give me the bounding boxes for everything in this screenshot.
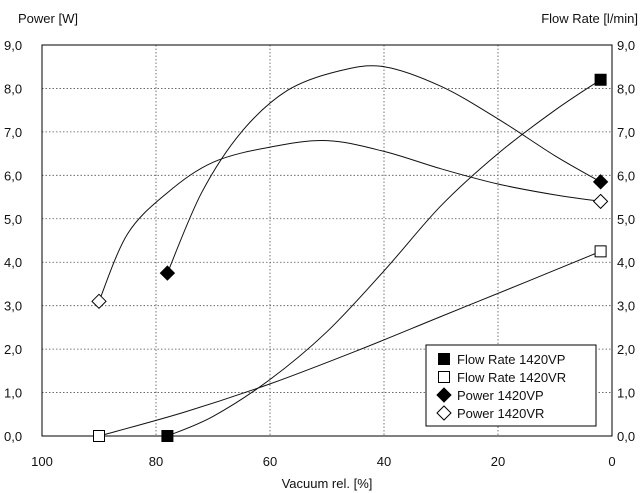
y-tick-label-right: 8,0 bbox=[617, 81, 635, 96]
legend-marker bbox=[436, 405, 452, 421]
y-tick-label-right: 9,0 bbox=[617, 38, 635, 53]
data-point bbox=[594, 73, 607, 86]
series-line bbox=[98, 140, 601, 302]
data-point bbox=[93, 430, 105, 442]
legend-box bbox=[425, 344, 597, 427]
y-axis-left-label: Power [W] bbox=[18, 11, 78, 26]
legend-marker bbox=[438, 353, 450, 365]
y-tick-label-left: 4,0 bbox=[4, 255, 22, 270]
y-tick-label-left: 8,0 bbox=[4, 81, 22, 96]
x-tick-label: 20 bbox=[491, 454, 505, 469]
tick-labels: 0,0 0,0 1,0 1,0 2,0 2,0 3,0 3,0 4,0 4,0 5,0 5,0 6,0 6… bbox=[4, 38, 635, 469]
legend-label: Flow Rate 1420VP bbox=[457, 352, 565, 367]
x-tick-label: 60 bbox=[263, 454, 277, 469]
plot-frame bbox=[41, 44, 613, 437]
legend: Flow Rate 1420VP Flow Rate 1420VR Power 14… bbox=[425, 344, 597, 427]
x-tick-label: 40 bbox=[377, 454, 391, 469]
x-tick-label: 0 bbox=[608, 454, 615, 469]
legend-marker bbox=[438, 371, 450, 383]
y-tick-label-left: 0,0 bbox=[4, 429, 22, 444]
legend-label: Flow Rate 1420VR bbox=[457, 370, 566, 385]
legend-label: Power 1420VR bbox=[457, 406, 544, 421]
y-tick-label-right: 1,0 bbox=[617, 386, 635, 401]
y-tick-label-right: 2,0 bbox=[617, 342, 635, 357]
legend-marker bbox=[436, 387, 452, 403]
y-axis-right-label: Flow Rate [l/min] bbox=[541, 11, 638, 26]
data-point bbox=[159, 265, 176, 281]
y-tick-label-left: 7,0 bbox=[4, 125, 22, 140]
x-axis-label: Vacuum rel. [%] bbox=[282, 476, 373, 491]
legend-label: Power 1420VP bbox=[457, 388, 544, 403]
y-tick-label-right: 4,0 bbox=[617, 255, 635, 270]
series-line bbox=[98, 250, 601, 437]
y-tick-label-right: 6,0 bbox=[617, 168, 635, 183]
series-line bbox=[167, 79, 601, 437]
series-markers bbox=[91, 73, 609, 442]
series-curves bbox=[98, 65, 601, 437]
x-tick-label: 100 bbox=[31, 454, 53, 469]
y-tick-label-left: 3,0 bbox=[4, 299, 22, 314]
y-tick-label-left: 6,0 bbox=[4, 168, 22, 183]
grid bbox=[42, 45, 612, 436]
series-line bbox=[166, 65, 601, 274]
y-tick-label-left: 9,0 bbox=[4, 38, 22, 53]
data-point bbox=[592, 193, 609, 210]
y-tick-label-right: 7,0 bbox=[617, 125, 635, 140]
y-tick-label-left: 5,0 bbox=[4, 212, 22, 227]
y-tick-label-right: 5,0 bbox=[617, 212, 635, 227]
y-tick-label-right: 0,0 bbox=[617, 429, 635, 444]
data-point bbox=[91, 293, 107, 310]
data-point bbox=[592, 174, 609, 190]
y-tick-label-right: 3,0 bbox=[617, 299, 635, 314]
data-point bbox=[161, 430, 174, 442]
y-tick-label-left: 2,0 bbox=[4, 342, 22, 357]
data-point bbox=[594, 245, 607, 258]
x-tick-label: 80 bbox=[149, 454, 163, 469]
y-tick-label-left: 1,0 bbox=[4, 386, 22, 401]
